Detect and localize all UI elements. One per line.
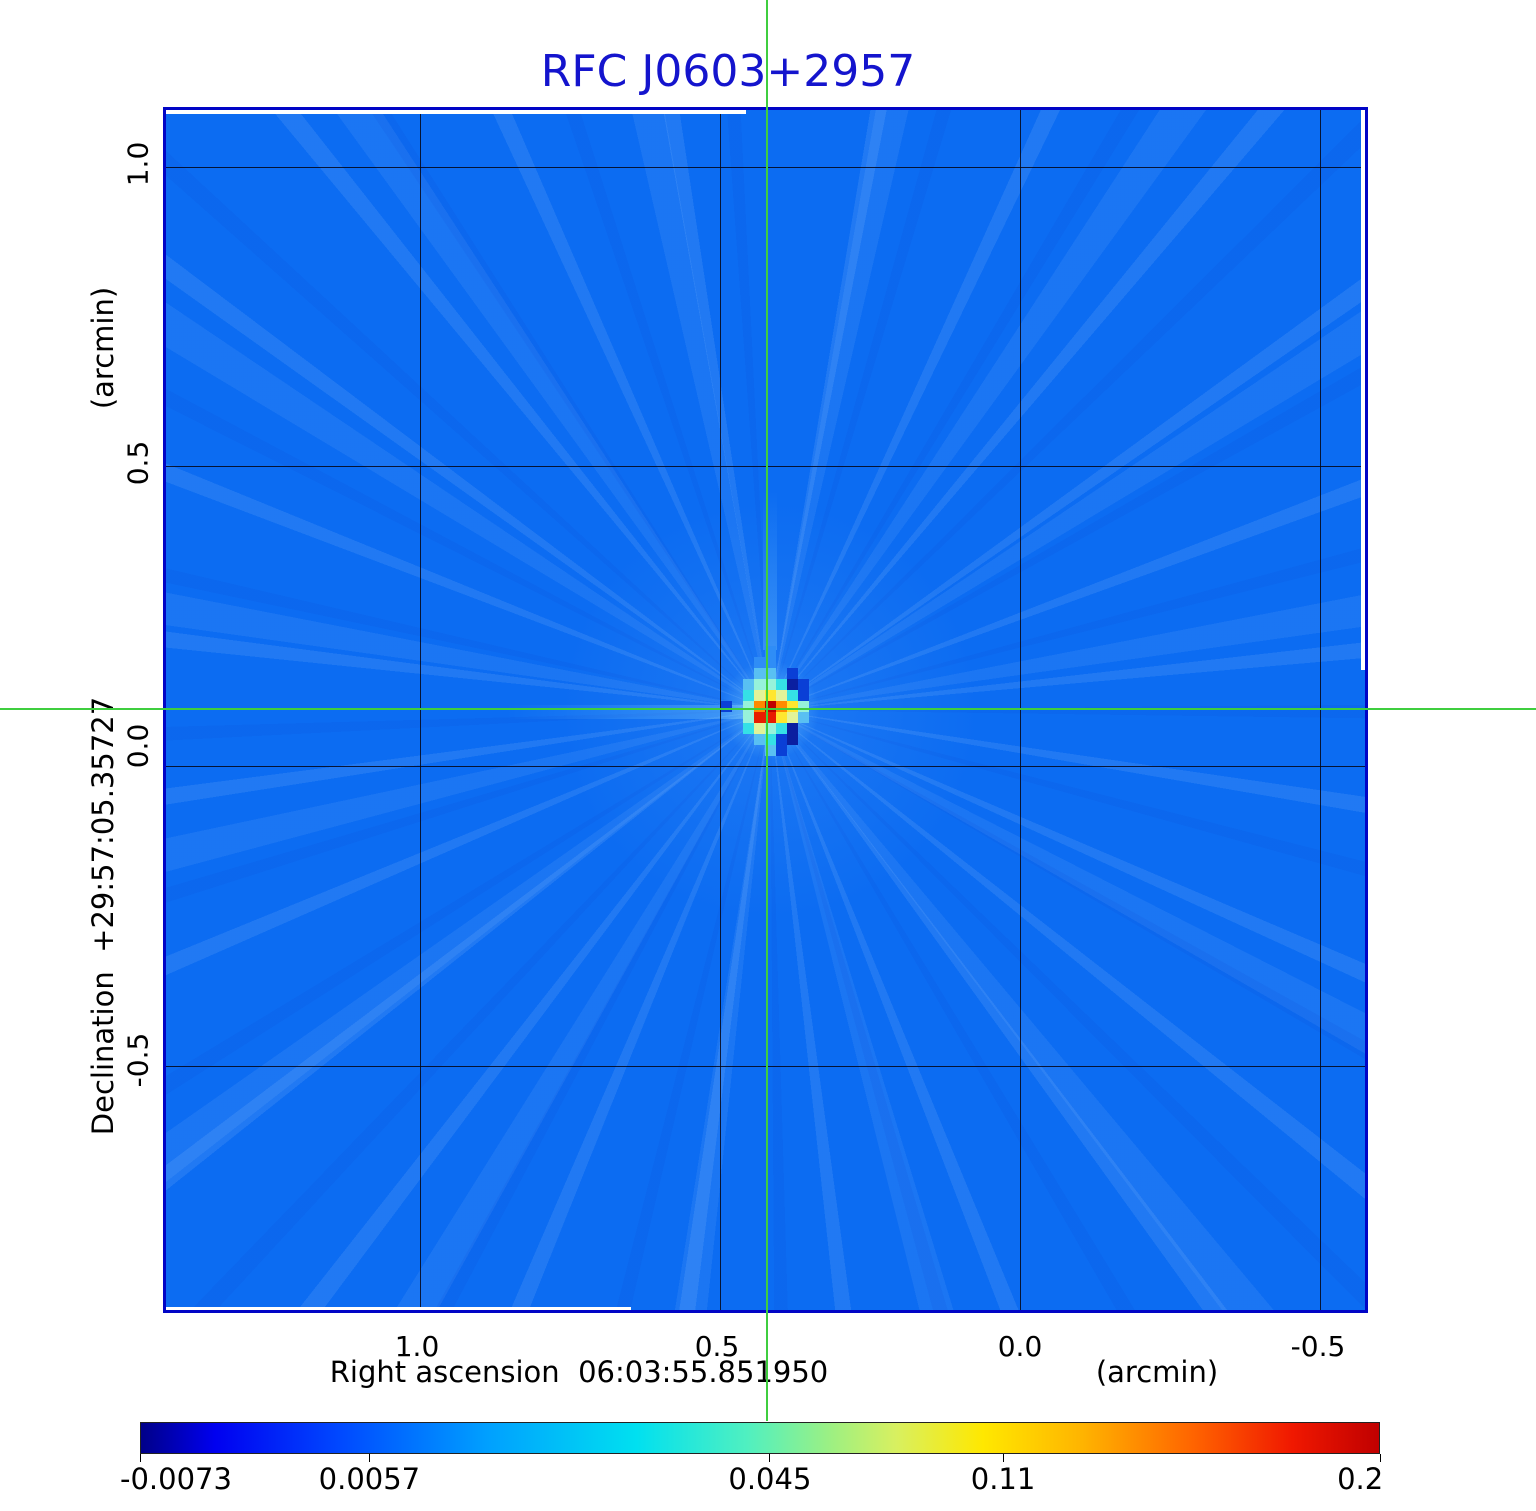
colorbar-tick xyxy=(769,1454,771,1462)
x-axis-label: Right ascension 06:03:55.851950 xyxy=(329,1355,829,1389)
colorbar-tick xyxy=(368,1454,370,1462)
y-tick-0.5: 0.5 xyxy=(121,440,155,486)
y-axis-unit-label: (arcmin) xyxy=(86,286,120,410)
colorbar-tick xyxy=(139,1454,141,1462)
gridline-dec-1.0 xyxy=(166,167,1365,168)
colorbar-label-4: 0.11 xyxy=(970,1462,1036,1496)
gridline-ra--0.5 xyxy=(1320,110,1321,1310)
colorbar-tick xyxy=(1002,1454,1004,1462)
gridline-ra-1.0 xyxy=(420,110,421,1310)
x-tick--0.5: -0.5 xyxy=(1290,1330,1346,1363)
gridline-dec-0.5 xyxy=(166,466,1365,467)
gridline-dec-0.0 xyxy=(166,766,1365,767)
image-edge-gap-right xyxy=(1361,110,1365,670)
crosshair-vertical-line xyxy=(766,0,768,1421)
x-axis-unit-label: (arcmin) xyxy=(1095,1355,1219,1389)
gridline-dec--0.5 xyxy=(166,1066,1365,1067)
colorbar-label-2: 0.0057 xyxy=(318,1462,421,1496)
sky-map xyxy=(163,107,1368,1313)
gridline-ra-0.0 xyxy=(1020,110,1021,1310)
colorbar: -0.0073 0.0057 0.045 0.11 0.2 xyxy=(120,1422,1384,1511)
image-edge-gap-bottom xyxy=(166,1307,631,1310)
gridline-ra-0.5 xyxy=(720,110,721,1310)
y-tick-0.0: 0.0 xyxy=(121,723,155,769)
colorbar-label-3: 0.045 xyxy=(728,1462,812,1496)
y-axis-label: Declination +29:57:05.35727 xyxy=(86,696,120,1136)
image-edge-gap-top xyxy=(166,110,746,114)
x-tick-1.0: 1.0 xyxy=(394,1330,440,1363)
colorbar-gradient xyxy=(140,1422,1380,1454)
crosshair-horizontal-line xyxy=(0,708,1536,710)
plot-title: RFC J0603+2957 xyxy=(540,46,916,97)
y-tick-1.0: 1.0 xyxy=(121,141,155,187)
y-tick--0.5: -0.5 xyxy=(121,1032,155,1088)
x-tick-0.0: 0.0 xyxy=(997,1330,1043,1363)
colorbar-label-min: -0.0073 xyxy=(119,1462,232,1496)
radio-source-blob xyxy=(710,646,831,767)
colorbar-tick xyxy=(1379,1454,1381,1462)
x-tick-0.5: 0.5 xyxy=(694,1330,740,1363)
colorbar-label-max: 0.2 xyxy=(1337,1462,1384,1496)
